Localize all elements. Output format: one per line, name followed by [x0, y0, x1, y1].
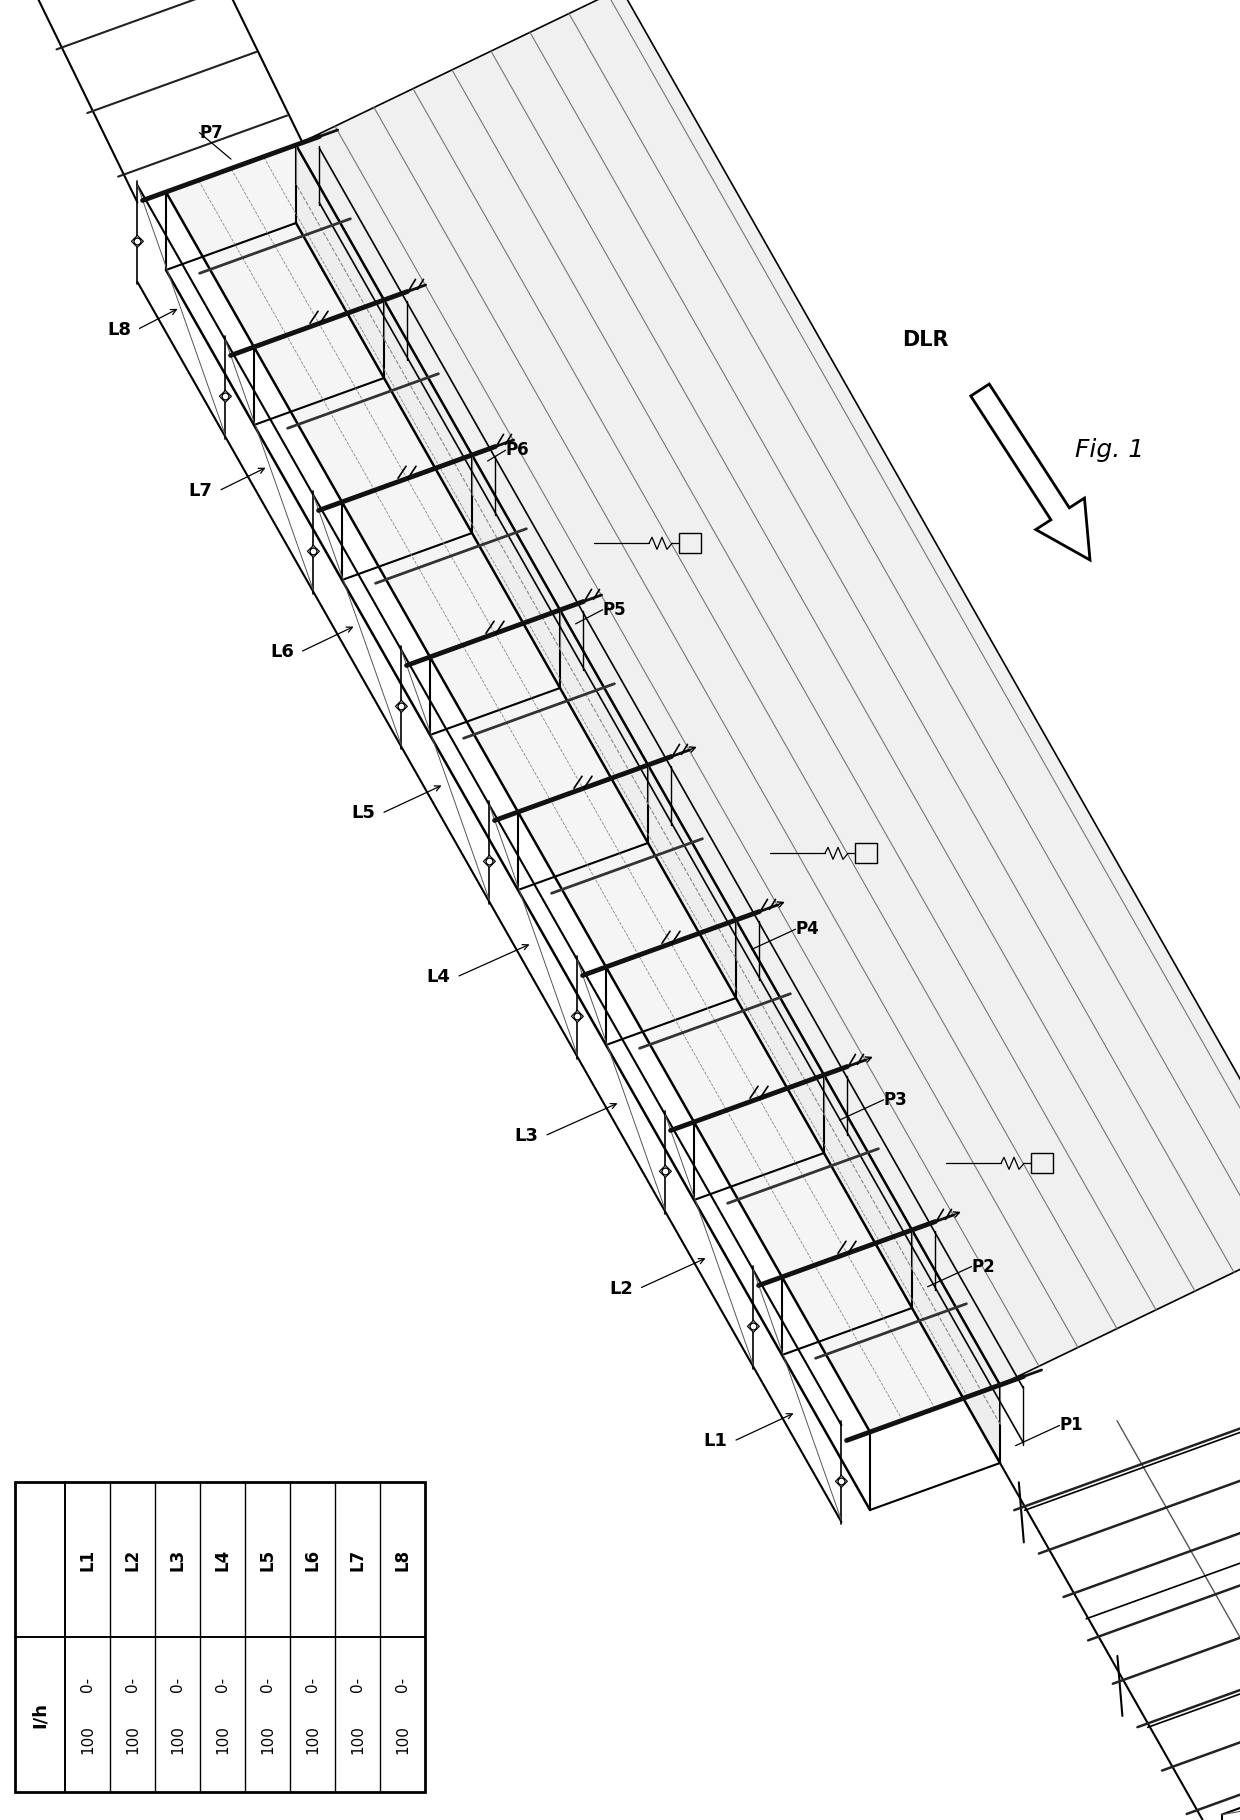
Text: P5: P5	[603, 601, 626, 619]
Polygon shape	[296, 146, 999, 1463]
Text: P1: P1	[1060, 1416, 1084, 1434]
Text: P7: P7	[200, 124, 223, 142]
Text: 100: 100	[125, 1725, 140, 1754]
Text: L4: L4	[427, 968, 450, 986]
Text: 0-: 0-	[125, 1676, 140, 1693]
FancyArrow shape	[971, 384, 1090, 561]
Polygon shape	[748, 1320, 759, 1332]
Text: L1: L1	[703, 1432, 728, 1451]
Text: L3: L3	[169, 1549, 186, 1571]
Polygon shape	[219, 389, 232, 402]
Polygon shape	[308, 546, 320, 557]
Text: 100: 100	[81, 1725, 95, 1754]
Text: L5: L5	[258, 1549, 277, 1571]
Text: L8: L8	[393, 1549, 412, 1571]
Text: L7: L7	[188, 482, 212, 500]
Polygon shape	[396, 701, 408, 712]
Text: 0-: 0-	[260, 1676, 275, 1693]
Text: Fig. 1: Fig. 1	[1075, 439, 1145, 462]
Text: 0-: 0-	[350, 1676, 365, 1693]
Text: 0-: 0-	[81, 1676, 95, 1693]
Text: L6: L6	[304, 1549, 321, 1571]
Polygon shape	[484, 855, 496, 868]
Text: I/h: I/h	[31, 1702, 50, 1727]
Bar	[680, 533, 701, 553]
Text: 100: 100	[260, 1725, 275, 1754]
Text: 100: 100	[350, 1725, 365, 1754]
Text: L5: L5	[352, 804, 376, 823]
Polygon shape	[296, 0, 1240, 1385]
Text: L6: L6	[270, 642, 294, 661]
Text: P2: P2	[972, 1258, 996, 1276]
Text: L2: L2	[124, 1549, 141, 1571]
Polygon shape	[131, 235, 144, 248]
Polygon shape	[572, 1010, 583, 1023]
Text: L8: L8	[107, 320, 131, 339]
Polygon shape	[166, 146, 999, 1432]
Bar	[856, 843, 877, 863]
Text: P3: P3	[884, 1090, 908, 1108]
Text: L2: L2	[609, 1279, 632, 1298]
Text: P4: P4	[796, 921, 820, 939]
Text: 100: 100	[396, 1725, 410, 1754]
Bar	[1030, 1154, 1053, 1174]
Text: 0-: 0-	[396, 1676, 410, 1693]
Polygon shape	[836, 1476, 847, 1487]
Polygon shape	[660, 1165, 671, 1178]
Text: 100: 100	[170, 1725, 185, 1754]
Text: 0-: 0-	[215, 1676, 229, 1693]
Text: L1: L1	[78, 1549, 97, 1571]
Text: 100: 100	[215, 1725, 229, 1754]
Text: 100: 100	[305, 1725, 320, 1754]
Text: DLR: DLR	[901, 329, 949, 349]
Text: P6: P6	[506, 440, 529, 459]
Text: L4: L4	[213, 1549, 232, 1571]
Text: L3: L3	[515, 1127, 538, 1145]
Text: L7: L7	[348, 1549, 367, 1571]
Text: 0-: 0-	[305, 1676, 320, 1693]
Text: 0-: 0-	[170, 1676, 185, 1693]
Bar	[15, 1481, 425, 1793]
